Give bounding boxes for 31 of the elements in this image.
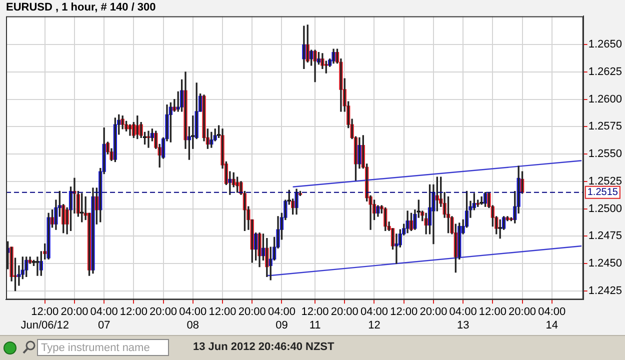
x-tick-label: 20:00 (150, 306, 178, 318)
x-tick-label: 20:00 (60, 306, 88, 318)
y-tick-label: 1.2425 (588, 284, 622, 297)
y-tick-label: 1.2475 (588, 230, 622, 242)
x-tick-label: 04:00 07 (90, 306, 118, 332)
x-tick-label: 12:00 (478, 306, 506, 318)
x-tick-label: 20:00 (508, 306, 536, 318)
y-tick-label: 1.2500 (588, 202, 622, 215)
x-tick-label: 20:00 (330, 306, 358, 318)
x-tick-label: 12:00 11 (301, 306, 329, 332)
y-tick-label: 1.2450 (588, 258, 622, 270)
text-field: Type instrument name (37, 339, 169, 356)
x-tick-label: 04:00 14 (538, 306, 566, 332)
x-tick-label: 20:00 (238, 306, 266, 318)
y-tick-label: 1.2575 (588, 120, 622, 133)
y-tick-label: 1.2650 (588, 38, 622, 51)
x-tick-label: 04:00 09 (268, 306, 296, 332)
y-tick-label: 1.2600 (588, 93, 622, 106)
x-tick-label: 12:00 (120, 306, 148, 318)
ref-line-label: 1.2515 (587, 187, 618, 198)
y-tick-label: 1.2525 (588, 175, 622, 188)
text: 13 Jun 2012 20:46:40 NZST (193, 341, 334, 353)
x-tick-label: 20:00 (420, 306, 448, 318)
x-tick-label: 04:00 12 (360, 306, 388, 332)
y-tick-label: 1.2625 (588, 66, 622, 78)
x-tick-label: 04:00 13 (449, 306, 477, 332)
y-tick-label: 1.2550 (588, 148, 622, 160)
x-tick-label: 12:00 (208, 306, 236, 318)
x-tick-label: 12:00 (390, 306, 418, 318)
chart-title: EURUSD , 1 hour, # 140 / 300 (6, 2, 156, 14)
x-tick-label: 04:00 08 (179, 306, 207, 332)
